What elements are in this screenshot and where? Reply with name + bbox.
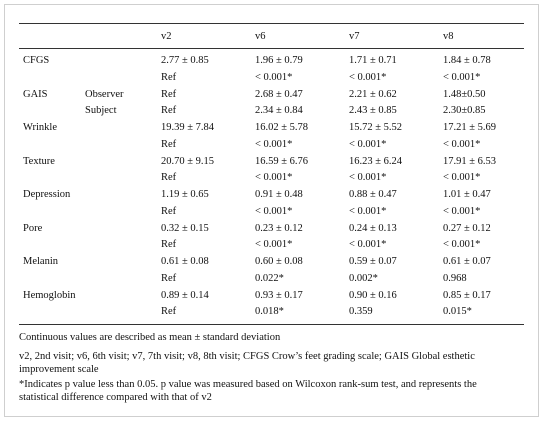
table-cell: 1.19 ± 0.65 [161,189,209,200]
table-cell: 0.60 ± 0.08 [255,256,303,267]
table-cell: 0.018* [255,306,284,318]
bottom-rule [19,324,524,325]
row-sublabel: Subject [85,105,117,117]
table-cell: 20.70 ± 9.15 [161,155,215,167]
table-cell: Ref [161,239,177,251]
table-cell: 16.23 ± 6.24 [349,155,403,167]
table-cell: 0.015* [443,306,472,318]
table-cell: 0.23 ± 0.12 [255,222,303,234]
table-cell: 0.27 ± 0.12 [443,222,491,234]
table-cell: Ref [161,71,177,83]
column-header: v7 [349,31,360,42]
table-cell: < 0.001* [443,239,481,251]
row-label: Melanin [23,256,58,267]
table-cell: 0.91 ± 0.48 [255,189,303,200]
table-cell: < 0.001* [349,138,387,150]
table-cell: 17.91 ± 6.53 [443,155,497,167]
table-cell: Ref [161,88,177,100]
row-label: GAIS [23,88,48,100]
column-header: v6 [255,31,266,42]
table-cell: Ref [161,205,177,217]
row-label: Depression [23,189,71,200]
table-cell: < 0.001* [443,172,481,184]
table-cell: < 0.001* [443,71,481,83]
table-cell: 0.359 [349,306,373,318]
table-cell: 1.48±0.50 [443,88,486,100]
top-rule [19,23,524,24]
table-cell: 0.89 ± 0.14 [161,289,209,301]
table-cell: < 0.001* [443,138,481,150]
row-label: Texture [23,155,55,167]
table-cell: 0.93 ± 0.17 [255,289,303,301]
table: v2 v6 v7 v8 CFGS 2.77 ± 0.85 1.96 ± 0.79 1.71 ±… [19,19,535,419]
table-cell: < 0.001* [349,71,387,83]
table-cell: < 0.001* [349,239,387,251]
table-cell: 2.21 ± 0.62 [349,88,397,100]
table-cell: 2.77 ± 0.85 [161,55,209,66]
table-cell: 0.022* [255,272,284,284]
table-cell: 2.30±0.85 [443,105,486,117]
table-cell: 0.32 ± 0.15 [161,222,209,234]
table-cell: Ref [161,272,177,284]
table-cell: 2.34 ± 0.84 [255,105,303,117]
table-cell: < 0.001* [255,71,293,83]
table-cell: < 0.001* [443,205,481,217]
column-header: v8 [443,31,454,42]
table-cell: Ref [161,105,177,117]
table-cell: 16.02 ± 5.78 [255,122,309,133]
table-cell: < 0.001* [255,138,293,150]
table-cell: < 0.001* [255,205,293,217]
row-label: Wrinkle [23,122,57,133]
table-cell: 1.96 ± 0.79 [255,55,303,66]
table-cell: 1.84 ± 0.78 [443,55,491,66]
column-header: v2 [161,31,172,42]
row-label: Hemoglobin [23,289,76,301]
row-label: CFGS [23,55,50,66]
table-cell: < 0.001* [349,172,387,184]
table-cell: 0.24 ± 0.13 [349,222,397,234]
footnote: Continuous values are described as mean … [19,332,281,343]
footnote: v2, 2nd visit; v6, 6th visit; v7, 7th vi… [19,351,475,375]
row-label: Pore [23,222,43,234]
table-cell: 2.43 ± 0.85 [349,105,397,117]
table-cell: 0.002* [349,272,378,284]
table-cell: Ref [161,306,177,318]
table-cell: 0.61 ± 0.07 [443,256,491,267]
footnote: *Indicates p value less than 0.05. p val… [19,379,477,403]
table-cell: 0.85 ± 0.17 [443,289,491,301]
table-cell: 0.90 ± 0.16 [349,289,397,301]
table-cell: 0.61 ± 0.08 [161,256,209,267]
table-cell: < 0.001* [349,205,387,217]
table-cell: 17.21 ± 5.69 [443,122,497,133]
table-cell: 2.68 ± 0.47 [255,88,303,100]
table-cell: 19.39 ± 7.84 [161,122,215,133]
table-cell: 1.71 ± 0.71 [349,55,397,66]
table-cell: 15.72 ± 5.52 [349,122,403,133]
table-cell: 16.59 ± 6.76 [255,155,309,167]
table-cell: Ref [161,172,177,184]
row-sublabel: Observer [85,88,124,100]
header-rule [19,48,524,49]
table-cell: < 0.001* [255,172,293,184]
table-cell: 0.968 [443,272,467,284]
table-cell: Ref [161,138,177,150]
frame: v2 v6 v7 v8 CFGS 2.77 ± 0.85 1.96 ± 0.79 1.71 ±… [4,4,539,417]
table-cell: 1.01 ± 0.47 [443,189,491,200]
table-cell: 0.59 ± 0.07 [349,256,397,267]
table-cell: 0.88 ± 0.47 [349,189,397,200]
table-cell: < 0.001* [255,239,293,251]
